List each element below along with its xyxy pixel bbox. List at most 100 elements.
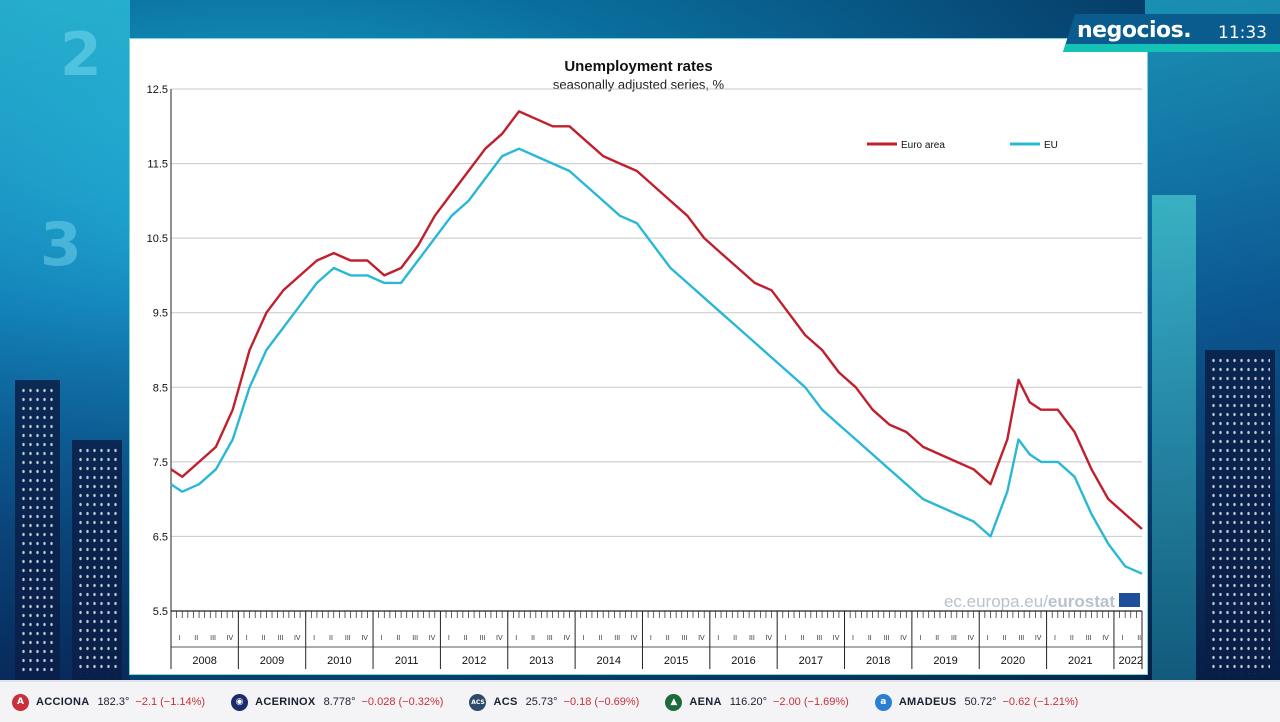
ticker-company-name: ACERINOX xyxy=(255,696,316,708)
x-quarter-label: I xyxy=(178,635,180,642)
ticker-change: −2.00 (−1.69%) xyxy=(772,696,849,708)
x-quarter-label: III xyxy=(884,635,890,642)
x-year-label: 2012 xyxy=(462,655,486,667)
stock-ticker: A ACCIONA 182.3° −2.1 (−1.14%) ◉ ACERINOX 8.77… xyxy=(0,680,1280,722)
ticker-item: ◉ ACERINOX 8.778° −0.028 (−0.32%) xyxy=(231,693,444,711)
ticker-change: −2.1 (−1.14%) xyxy=(135,696,206,708)
x-quarter-label: I xyxy=(448,635,450,642)
y-tick-label: 6.5 xyxy=(153,531,168,543)
ticker-price: 116.20° xyxy=(729,696,767,708)
ticker-change: −0.028 (−0.32%) xyxy=(361,696,444,708)
logo-stripe xyxy=(1063,44,1280,52)
x-quarter-label: IV xyxy=(1035,635,1042,642)
x-year-label: 2013 xyxy=(529,655,553,667)
x-quarter-label: IV xyxy=(631,635,638,642)
x-quarter-label: II xyxy=(868,635,872,642)
ticker-item: ACS ACS 25.73° −0.18 (−0.69%) xyxy=(469,693,640,711)
x-quarter-label: III xyxy=(1086,635,1092,642)
x-year-label: 2021 xyxy=(1068,655,1092,667)
x-quarter-label: I xyxy=(246,635,248,642)
x-quarter-label: IV xyxy=(361,635,368,642)
x-quarter-label: III xyxy=(480,635,486,642)
background-bar-graphic xyxy=(1152,195,1196,680)
background-digits-decoration: 2 xyxy=(60,20,102,90)
chart-panel: Unemployment rates seasonally adjusted s… xyxy=(129,38,1148,675)
y-tick-label: 12.5 xyxy=(147,84,168,96)
clock: 11:33 xyxy=(1218,23,1267,43)
x-quarter-label: I xyxy=(515,635,517,642)
x-quarter-label: II xyxy=(329,635,333,642)
x-quarter-label: IV xyxy=(833,635,840,642)
ticker-price: 182.3° xyxy=(97,696,130,708)
x-quarter-label: II xyxy=(598,635,602,642)
ticker-change: −0.18 (−0.69%) xyxy=(563,696,640,708)
legend-label: EU xyxy=(1044,140,1058,151)
x-quarter-label: II xyxy=(1070,635,1074,642)
x-year-label: 2019 xyxy=(933,655,957,667)
x-quarter-label: IV xyxy=(765,635,772,642)
x-quarter-label: II xyxy=(194,635,198,642)
x-quarter-label: II xyxy=(733,635,737,642)
x-quarter-label: II xyxy=(800,635,804,642)
eurostat-watermark: ec.europa.eu/eurostat xyxy=(944,592,1115,611)
x-quarter-label: III xyxy=(210,635,216,642)
company-logo-icon: A xyxy=(12,693,29,711)
x-quarter-label: III xyxy=(614,635,620,642)
background-building xyxy=(1205,350,1275,680)
x-quarter-label: IV xyxy=(900,635,907,642)
eu-flag-icon xyxy=(1119,593,1140,607)
series-line-euro-area xyxy=(170,110,1143,530)
y-tick-label: 11.5 xyxy=(147,159,168,171)
x-year-label: 2011 xyxy=(395,655,419,667)
x-quarter-label: IV xyxy=(698,635,705,642)
x-quarter-label: III xyxy=(547,635,553,642)
x-quarter-label: III xyxy=(749,635,755,642)
channel-logo: negocios. 11:33 xyxy=(1063,14,1280,52)
x-year-label: 2018 xyxy=(866,655,890,667)
ticker-company-name: ACCIONA xyxy=(36,696,90,708)
ticker-item: ▲ AENA 116.20° −2.00 (−1.69%) xyxy=(665,693,849,711)
x-quarter-label: I xyxy=(313,635,315,642)
y-tick-label: 9.5 xyxy=(153,308,168,320)
x-quarter-label: III xyxy=(682,635,688,642)
line-chart: 12.511.510.59.58.57.56.55.5I II III IV I II II… xyxy=(147,84,1143,669)
x-quarter-label: III xyxy=(278,635,284,642)
x-quarter-label: I xyxy=(381,635,383,642)
ticker-price: 50.72° xyxy=(964,696,997,708)
x-quarter-label: IV xyxy=(1102,635,1109,642)
company-logo-icon: ACS xyxy=(469,693,487,711)
y-tick-label: 7.5 xyxy=(153,457,168,469)
x-year-label: 2020 xyxy=(1001,655,1025,667)
x-quarter-label: III xyxy=(951,635,957,642)
company-logo-icon: ▲ xyxy=(665,693,683,711)
background-building xyxy=(15,380,60,680)
background-digits-decoration: 3 xyxy=(40,210,82,280)
x-year-label: 2009 xyxy=(260,655,284,667)
ticker-company-name: ACS xyxy=(493,696,518,708)
x-year-label: 2008 xyxy=(192,655,216,667)
x-quarter-label: IV xyxy=(294,635,301,642)
y-tick-label: 8.5 xyxy=(153,382,168,394)
y-tick-label: 5.5 xyxy=(153,606,168,618)
ticker-change: −0.62 (−1.21%) xyxy=(1002,696,1079,708)
x-year-label: 2022 xyxy=(1119,655,1143,667)
x-quarter-label: I xyxy=(987,635,989,642)
x-quarter-label: I xyxy=(919,635,921,642)
x-quarter-label: I xyxy=(785,635,787,642)
x-quarter-label: II xyxy=(666,635,670,642)
x-quarter-label: II xyxy=(396,635,400,642)
legend-label: Euro area xyxy=(901,140,945,151)
chart-subtitle: seasonally adjusted series, % xyxy=(552,77,725,92)
x-quarter-label: III xyxy=(345,635,351,642)
x-quarter-label: III xyxy=(412,635,418,642)
x-quarter-label: II xyxy=(262,635,266,642)
x-quarter-label: I xyxy=(852,635,854,642)
company-logo-icon: a xyxy=(874,693,892,711)
ticker-company-name: AENA xyxy=(689,696,722,708)
x-quarter-label: I xyxy=(717,635,719,642)
x-quarter-label: II xyxy=(935,635,939,642)
x-quarter-label: III xyxy=(816,635,822,642)
x-quarter-label: IV xyxy=(967,635,974,642)
x-year-label: 2016 xyxy=(731,655,755,667)
chart-title: Unemployment rates xyxy=(564,58,713,75)
